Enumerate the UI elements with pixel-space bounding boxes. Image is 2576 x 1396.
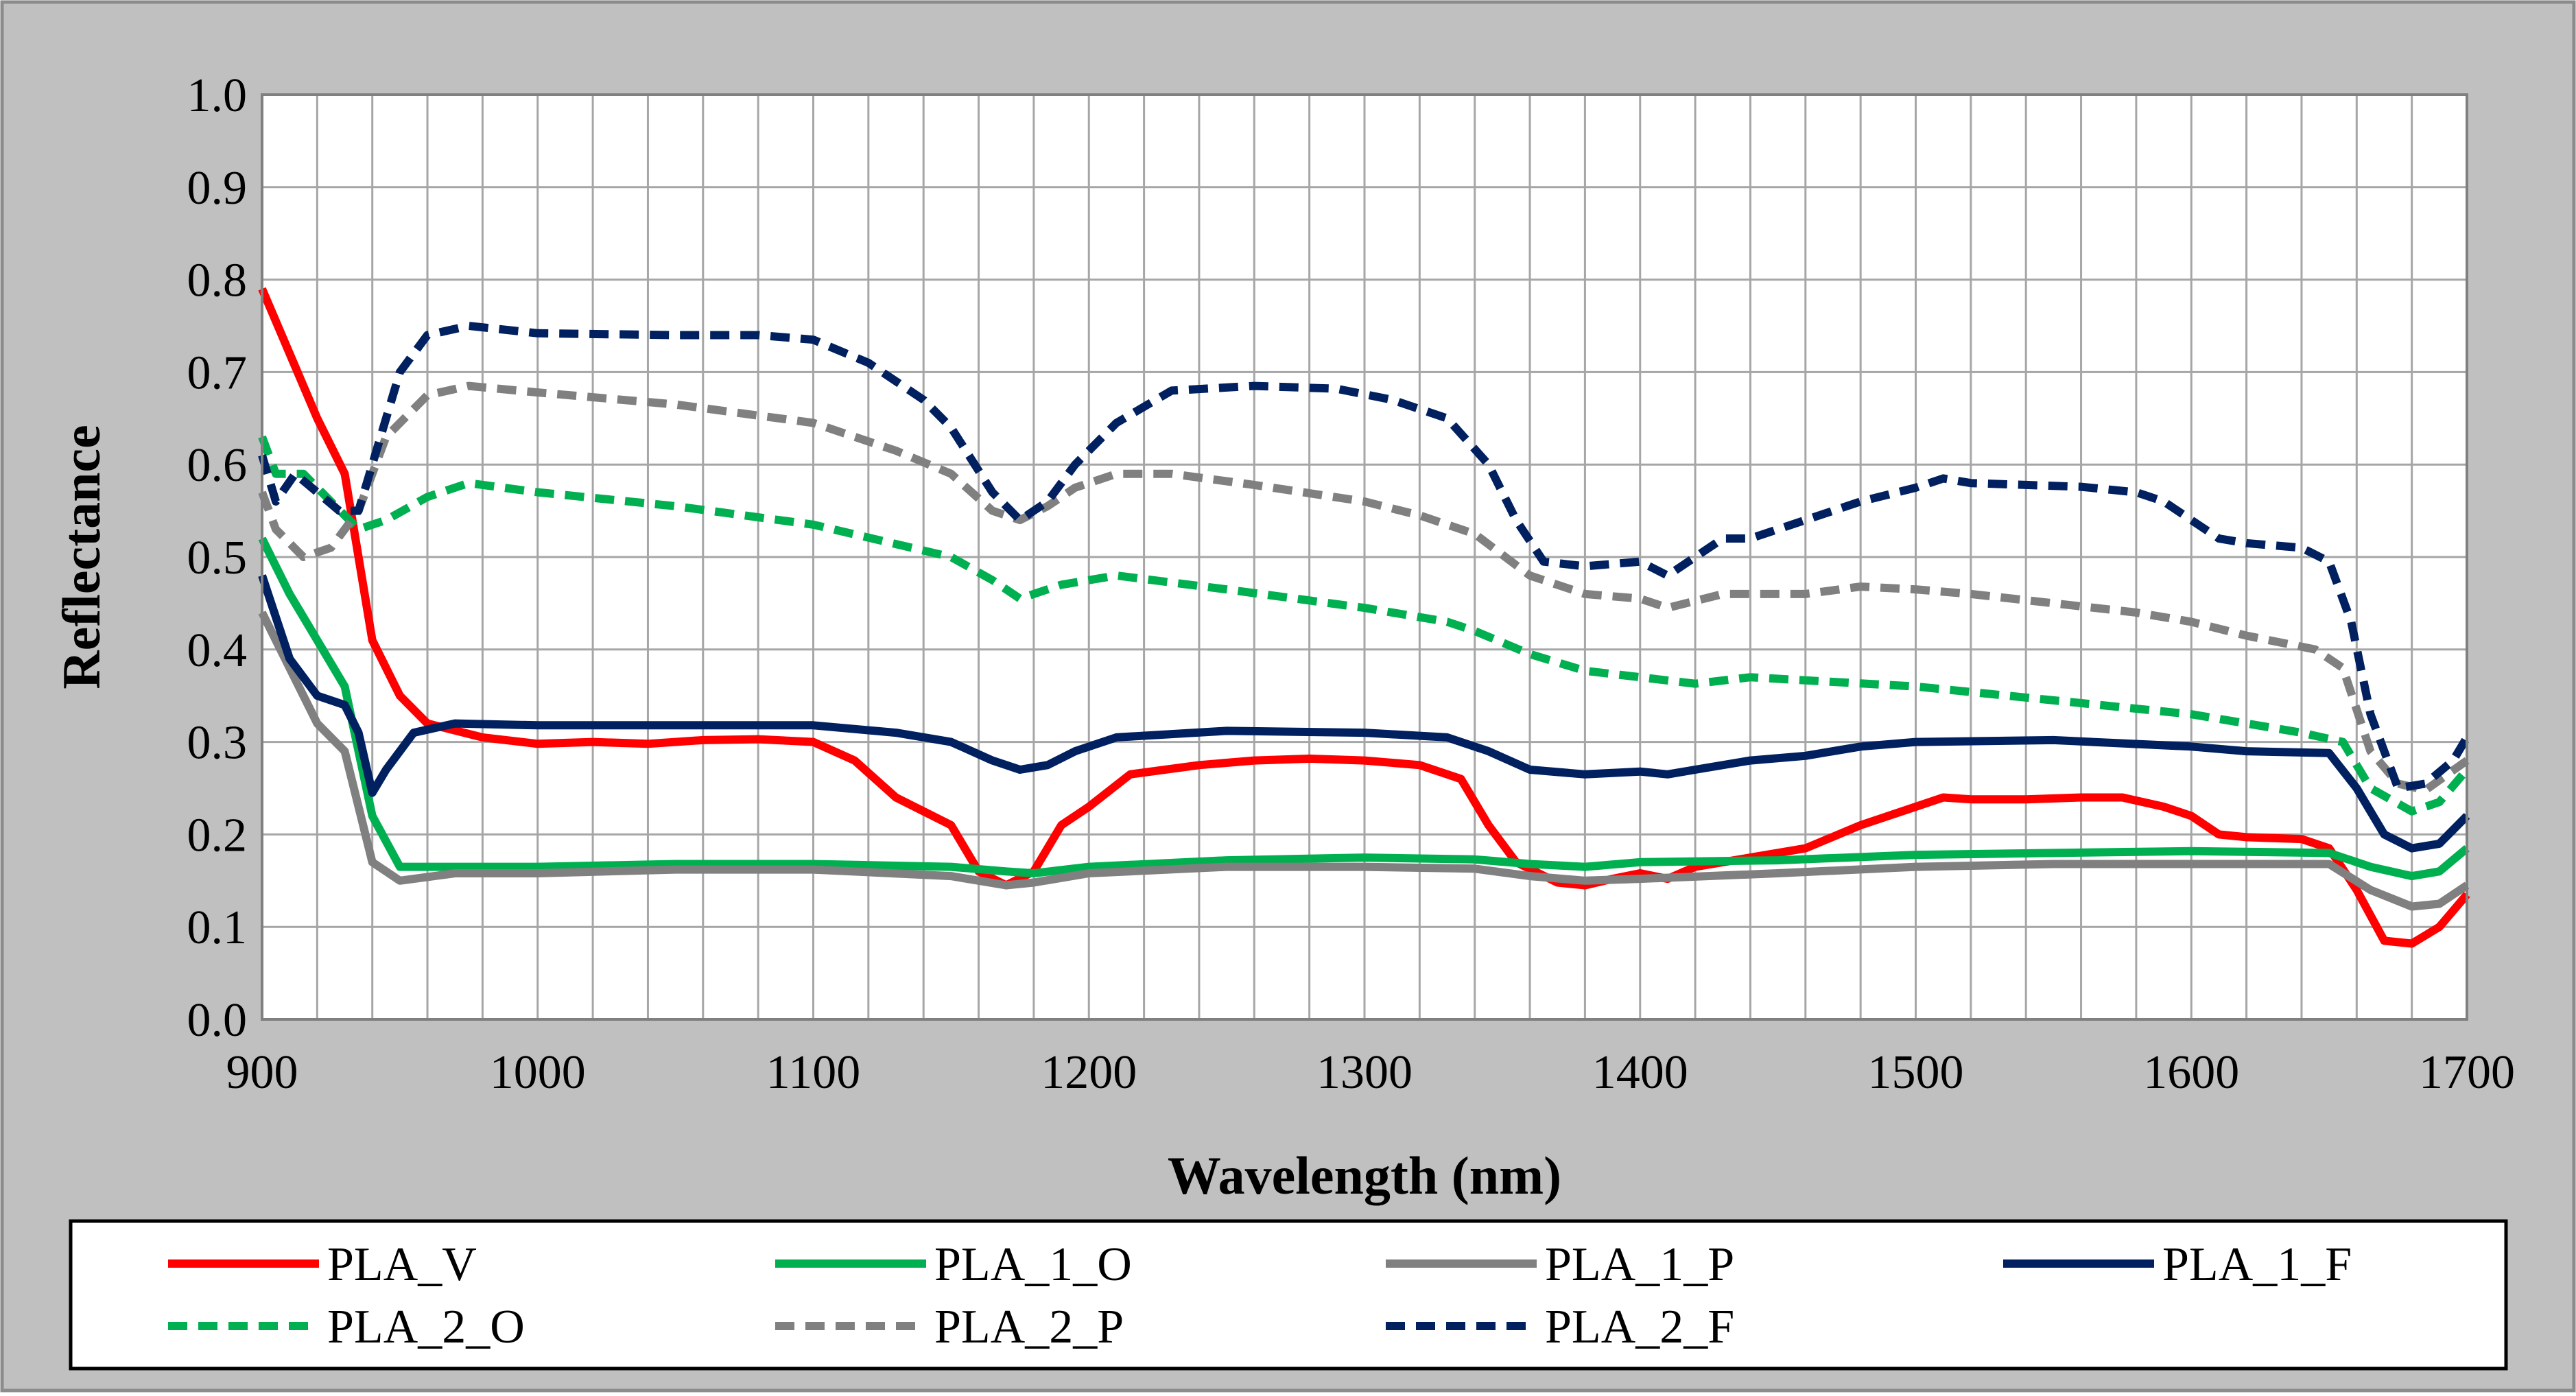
grid bbox=[261, 93, 2468, 1021]
y-tick-label: 0.3 bbox=[187, 717, 248, 770]
x-tick-label: 900 bbox=[226, 1046, 298, 1099]
y-axis-title: Reflectance bbox=[51, 425, 111, 689]
series-line-pla-2-f bbox=[258, 322, 2471, 792]
legend-item: PLA_2_P bbox=[775, 1301, 1124, 1353]
legend-label: PLA_1_O bbox=[934, 1238, 1132, 1291]
y-tick-label: 1.0 bbox=[187, 69, 248, 122]
y-tick-label: 0.5 bbox=[187, 532, 248, 584]
legend-label: PLA_V bbox=[327, 1238, 477, 1291]
x-axis-title: Wavelength (nm) bbox=[1168, 1146, 1561, 1205]
x-tick-label: 1200 bbox=[1041, 1046, 1137, 1099]
y-tick-label: 0.0 bbox=[187, 994, 248, 1047]
legend-label: PLA_2_P bbox=[934, 1301, 1124, 1353]
legend-item: PLA_1_O bbox=[775, 1238, 1132, 1291]
y-tick-label: 0.7 bbox=[187, 346, 248, 399]
legend-box bbox=[69, 1219, 2508, 1371]
series-line-pla-2-p bbox=[258, 381, 2470, 794]
legend-item: PLA_V bbox=[168, 1238, 477, 1291]
x-tick-label: 1500 bbox=[1868, 1046, 1964, 1099]
x-tick-label: 1400 bbox=[1592, 1046, 1688, 1099]
series-line-pla-2-o bbox=[258, 435, 2470, 816]
legend-label: PLA_2_O bbox=[327, 1301, 525, 1353]
x-tick-label: 1100 bbox=[766, 1046, 860, 1099]
y-tick-label: 0.4 bbox=[187, 624, 248, 677]
x-tick-label: 1000 bbox=[490, 1046, 586, 1099]
series-line-pla-1-o bbox=[258, 536, 2470, 881]
legend-item: PLA_2_O bbox=[168, 1301, 525, 1353]
y-tick-labels: 0.0 0.1 0.2 0.3 0.4 0.5 0.6 0.7 0.8 0.9 1.0 bbox=[187, 69, 248, 1047]
x-tick-labels: 900 1000 1100 1200 1300 1400 1500 1600 1700 bbox=[226, 1046, 2516, 1099]
series-group bbox=[258, 287, 2471, 948]
x-tick-label: 1700 bbox=[2419, 1046, 2515, 1099]
legend-label: PLA_1_P bbox=[1545, 1238, 1734, 1291]
plot-frame bbox=[261, 93, 2468, 1021]
legend-label: PLA_1_F bbox=[2162, 1238, 2352, 1291]
y-tick-label: 0.1 bbox=[187, 901, 248, 954]
x-tick-label: 1600 bbox=[2143, 1046, 2239, 1099]
legend-item: PLA_1_P bbox=[1386, 1238, 1734, 1291]
legend-label: PLA_2_F bbox=[1545, 1301, 1734, 1353]
series-line-pla-1-f bbox=[258, 574, 2470, 853]
y-tick-label: 0.8 bbox=[187, 255, 248, 307]
series-line-pla-1-p bbox=[258, 611, 2470, 911]
x-tick-label: 1300 bbox=[1316, 1046, 1413, 1099]
y-tick-label: 0.9 bbox=[187, 162, 248, 215]
legend-item: PLA_2_F bbox=[1386, 1301, 1734, 1353]
legend: PLA_V PLA_1_O PLA_1_P PLA_1_F PLA_2_O PLA_2_P… bbox=[168, 1238, 2352, 1353]
series-line-pla-v bbox=[258, 287, 2470, 948]
y-tick-label: 0.6 bbox=[187, 439, 248, 492]
legend-item: PLA_1_F bbox=[2003, 1238, 2352, 1291]
y-tick-label: 0.2 bbox=[187, 809, 248, 862]
